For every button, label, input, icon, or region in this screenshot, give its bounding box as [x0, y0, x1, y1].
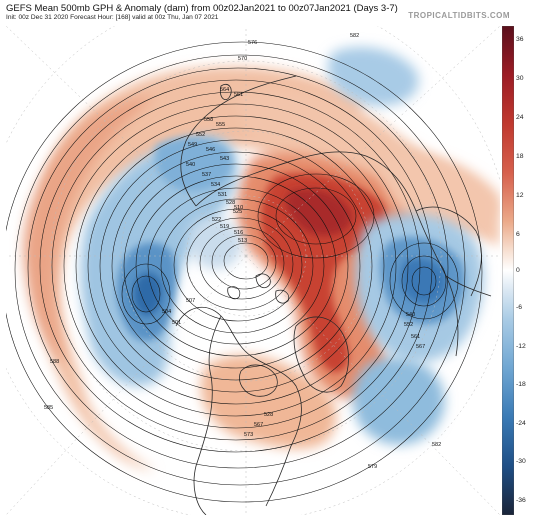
europe-coast — [415, 206, 492, 297]
anomaly-neg-scandinavia — [327, 47, 419, 106]
colorbar-tick: -24 — [516, 420, 526, 427]
contour-label: 567 — [254, 422, 263, 428]
colorbar-tick: -18 — [516, 381, 526, 388]
contour-label: 579 — [368, 464, 377, 470]
contour-label: 537 — [202, 172, 211, 178]
contour-label: 519 — [220, 224, 229, 230]
contour-label: 522 — [212, 217, 221, 223]
colorbar-tick: 18 — [516, 153, 524, 160]
contour-label: 546 — [206, 147, 215, 153]
contour-label: 567 — [416, 344, 425, 350]
anomaly-colorbar: 36 30 24 18 12 6 0 -6 -12 -18 -24 -30 -3… — [502, 26, 532, 515]
contour-label: 528 — [226, 200, 235, 206]
contour-label: 516 — [234, 230, 243, 236]
contour-label: 513 — [238, 238, 247, 244]
contour-label: 561 — [411, 334, 420, 340]
map-canvas: 582 576 570 564 561 558 555 552 549 546 … — [6, 26, 500, 515]
colorbar-tick: 0 — [516, 267, 520, 274]
colorbar-tick: 12 — [516, 192, 524, 199]
colorbar-tick: 30 — [516, 75, 524, 82]
contour-label: 558 — [204, 117, 213, 123]
north-america-coast — [175, 307, 302, 515]
contour-label: 549 — [188, 142, 197, 148]
contour-label: 504 — [162, 309, 171, 315]
colorbar-tick: 6 — [516, 231, 520, 238]
contour-label: 528 — [264, 412, 273, 418]
contour-label: 507 — [186, 298, 195, 304]
contour-label: 582 — [432, 442, 441, 448]
anomaly-pos-west-ring — [41, 66, 363, 471]
greenland-coast — [293, 316, 349, 393]
eurasia-coast — [195, 151, 459, 357]
contour-label: 531 — [218, 192, 227, 198]
contour-label: 573 — [244, 432, 253, 438]
contour-label: 540 — [406, 312, 415, 318]
contour-label: 552 — [404, 322, 413, 328]
colorbar-gradient — [502, 26, 514, 515]
anomaly-neg-alaska — [155, 137, 232, 191]
colorbar-tick: -36 — [516, 497, 526, 504]
height-contours — [6, 41, 483, 503]
contour-label: 576 — [248, 40, 257, 46]
contour-label: 501 — [172, 320, 181, 326]
brand-watermark: TROPICALTIDBITS.COM — [408, 11, 510, 20]
map-subtitle: Init: 00z Dec 31 2020 Forecast Hour: [16… — [6, 14, 219, 21]
contour-label: 555 — [216, 122, 225, 128]
header: GEFS Mean 500mb GPH & Anomaly (dam) from… — [6, 3, 526, 23]
arctic-islands — [227, 273, 290, 304]
colorbar-tick: -6 — [516, 304, 523, 311]
contour-label: 543 — [220, 156, 229, 162]
hudson-bay-coast — [239, 364, 278, 397]
contour-label: 540 — [186, 162, 195, 168]
anomaly-neg-europe-max — [400, 258, 447, 304]
anomaly-pos-greenland — [200, 355, 337, 449]
anomaly-pos-russia-max — [285, 188, 352, 236]
contour-label: 582 — [350, 33, 359, 39]
colorbar-tick: 24 — [516, 114, 524, 121]
contour-label: 585 — [44, 405, 53, 411]
contour-label: 510 — [234, 205, 243, 211]
colorbar-tick: 36 — [516, 36, 524, 43]
map-title: GEFS Mean 500mb GPH & Anomaly (dam) from… — [6, 3, 398, 14]
contour-label: 588 — [50, 359, 59, 365]
contour-label-group: 582 576 570 564 561 558 555 552 549 546 … — [44, 33, 441, 470]
contour-label: 564 — [220, 87, 229, 93]
anomaly-neg-north-pole — [188, 217, 242, 270]
anomaly-neg-pacific-max — [133, 272, 163, 316]
colorbar-tick: -30 — [516, 458, 526, 465]
colorbar-tick: -12 — [516, 343, 526, 350]
negative-anomaly-fields — [80, 47, 484, 445]
anomaly-pos-west-edge — [23, 96, 156, 366]
contour-label: 561 — [234, 92, 243, 98]
hemispheric-map: 582 576 570 564 561 558 555 552 549 546 … — [6, 26, 500, 515]
contour-label: 534 — [211, 182, 220, 188]
anomaly-neg-atlantic — [352, 357, 445, 445]
contour-label: 552 — [196, 132, 205, 138]
anomaly-pos-east-ring — [383, 153, 500, 246]
contour-label: 525 — [233, 209, 242, 215]
contour-label: 570 — [238, 56, 247, 62]
japan-coast — [219, 83, 232, 100]
